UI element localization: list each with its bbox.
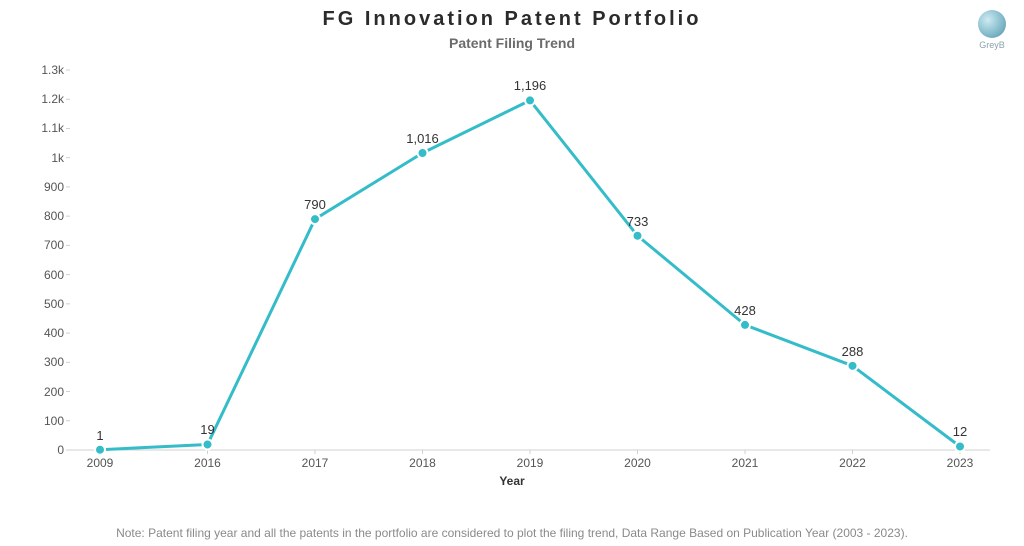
y-tick-label: 800 xyxy=(44,209,70,223)
x-tick-label: 2023 xyxy=(947,450,974,470)
x-tick-label: 2009 xyxy=(87,450,114,470)
y-tick-label: 700 xyxy=(44,238,70,252)
data-point-label: 428 xyxy=(734,303,756,318)
y-tick-label: 100 xyxy=(44,414,70,428)
data-point-label: 1 xyxy=(96,428,103,443)
data-point-label: 733 xyxy=(627,214,649,229)
chart-area: 0 100 200 300 400 500 600 700 800 900 1k 1.1k 1.2k 1.… xyxy=(0,56,1024,496)
y-tick-label: 1.3k xyxy=(41,63,70,77)
y-tick-label: 600 xyxy=(44,268,70,282)
x-tick-label: 2017 xyxy=(302,450,329,470)
y-tick-label: 1.2k xyxy=(41,92,70,106)
data-point-label: 12 xyxy=(953,424,967,439)
x-tick-label: 2016 xyxy=(194,450,221,470)
x-tick-label: 2020 xyxy=(624,450,651,470)
x-axis-label: Year xyxy=(499,474,524,488)
y-tick-label: 1k xyxy=(51,151,70,165)
chart-title: FG Innovation Patent Portfolio xyxy=(0,0,1024,31)
data-point-label: 790 xyxy=(304,197,326,212)
chart-subtitle: Patent Filing Trend xyxy=(0,35,1024,51)
y-tick-label: 900 xyxy=(44,180,70,194)
y-tick-label: 500 xyxy=(44,297,70,311)
data-point-label: 1,016 xyxy=(406,131,439,146)
y-tick-label: 0 xyxy=(57,443,70,457)
y-tick-label: 300 xyxy=(44,355,70,369)
data-point-label: 1,196 xyxy=(514,78,547,93)
y-tick-label: 1.1k xyxy=(41,121,70,135)
data-point-label: 19 xyxy=(200,422,214,437)
brand-logo: GreyB xyxy=(978,10,1006,50)
x-tick-label: 2018 xyxy=(409,450,436,470)
x-tick-label: 2019 xyxy=(517,450,544,470)
y-tick-label: 200 xyxy=(44,385,70,399)
chart-footnote: Note: Patent filing year and all the pat… xyxy=(0,526,1024,540)
plot-area: 01002003004005006007008009001k1.1k1.2k1.… xyxy=(70,70,990,450)
logo-icon xyxy=(978,10,1006,38)
data-point-label: 288 xyxy=(842,344,864,359)
logo-text: GreyB xyxy=(978,40,1006,50)
y-tick-label: 400 xyxy=(44,326,70,340)
x-tick-label: 2021 xyxy=(732,450,759,470)
x-tick-label: 2022 xyxy=(839,450,866,470)
line-chart-svg xyxy=(70,70,990,450)
